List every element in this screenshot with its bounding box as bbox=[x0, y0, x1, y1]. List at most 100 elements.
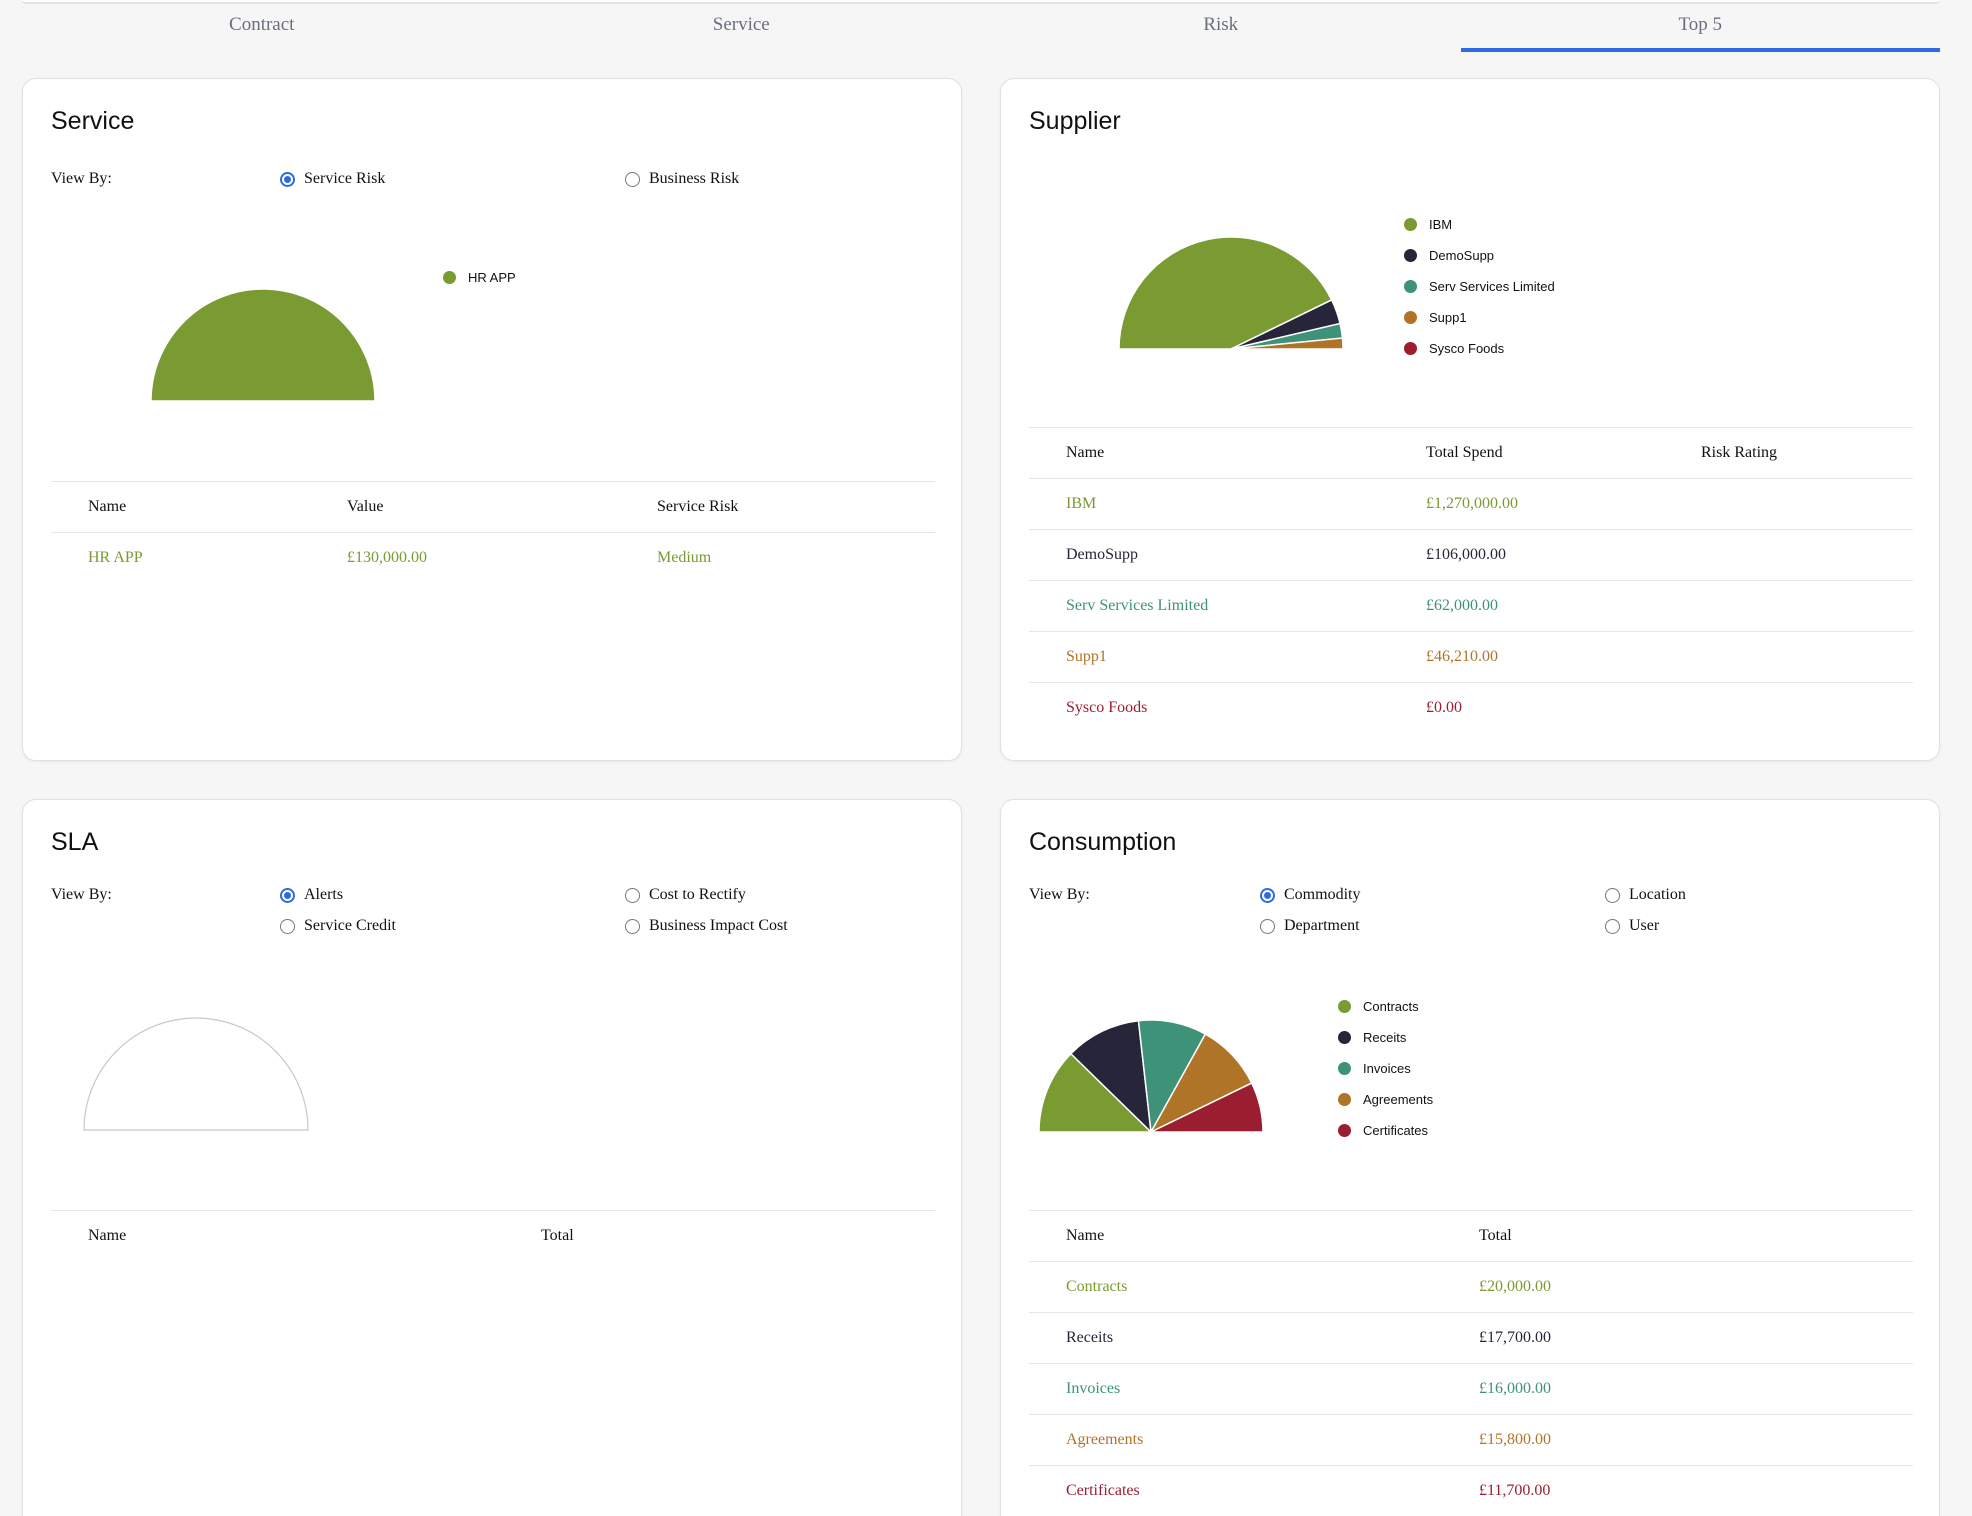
row-total-spend: £1,270,000.00 bbox=[1426, 479, 1701, 530]
location-radio[interactable]: Location bbox=[1605, 886, 1686, 904]
legend-label: IBM bbox=[1429, 217, 1452, 232]
row-value: £130,000.00 bbox=[347, 533, 657, 584]
row-name: DemoSupp bbox=[1029, 530, 1426, 581]
empty-chart-outline bbox=[84, 1018, 308, 1130]
legend-dot-icon bbox=[1404, 280, 1417, 293]
radio-unselected-icon bbox=[625, 888, 640, 903]
alerts-radio[interactable]: Alerts bbox=[280, 886, 343, 904]
legend-dot-icon bbox=[1404, 218, 1417, 231]
legend-item-agreements: Agreements bbox=[1338, 1084, 1433, 1115]
legend-item-ibm: IBM bbox=[1404, 209, 1555, 240]
row-risk-rating bbox=[1701, 581, 1913, 632]
tab-risk[interactable]: Risk bbox=[981, 4, 1461, 52]
sla-half-donut-chart bbox=[76, 1013, 316, 1135]
cost-to-rectify-radio[interactable]: Cost to Rectify bbox=[625, 886, 746, 904]
row-name: Supp1 bbox=[1029, 632, 1426, 683]
row-total-spend: £106,000.00 bbox=[1426, 530, 1701, 581]
legend-item-sysco-foods: Sysco Foods bbox=[1404, 333, 1555, 364]
row-name: Receits bbox=[1029, 1313, 1479, 1364]
row-risk-rating bbox=[1701, 632, 1913, 683]
consumption-half-donut-chart bbox=[1031, 1015, 1271, 1135]
column-header-total: Total bbox=[541, 1211, 935, 1262]
row-name: Agreements bbox=[1029, 1415, 1479, 1466]
legend-dot-icon bbox=[1338, 1093, 1351, 1106]
service-risk-radio[interactable]: Service Risk bbox=[280, 170, 385, 188]
legend-label: Receits bbox=[1363, 1030, 1406, 1045]
radio-unselected-icon bbox=[1605, 888, 1620, 903]
table-row[interactable]: Supp1 £46,210.00 bbox=[1029, 632, 1913, 683]
radio-unselected-icon bbox=[625, 172, 640, 187]
business-impact-cost-radio[interactable]: Business Impact Cost bbox=[625, 917, 788, 935]
legend-label: Agreements bbox=[1363, 1092, 1433, 1107]
radio-unselected-icon bbox=[1260, 919, 1275, 934]
tab-contract[interactable]: Contract bbox=[22, 4, 502, 52]
radio-selected-icon bbox=[1260, 888, 1275, 903]
column-header-risk-rating: Risk Rating bbox=[1701, 428, 1913, 479]
table-row[interactable]: IBM £1,270,000.00 bbox=[1029, 479, 1913, 530]
row-name: Certificates bbox=[1029, 1466, 1479, 1516]
table-row[interactable]: DemoSupp £106,000.00 bbox=[1029, 530, 1913, 581]
service-half-donut-chart bbox=[143, 284, 383, 404]
view-by-label: View By: bbox=[51, 886, 112, 904]
table-row[interactable]: Serv Services Limited £62,000.00 bbox=[1029, 581, 1913, 632]
user-radio[interactable]: User bbox=[1605, 917, 1659, 935]
table-row[interactable]: Sysco Foods £0.00 bbox=[1029, 683, 1913, 734]
row-name: Contracts bbox=[1029, 1262, 1479, 1313]
tab-bar: Contract Service Risk Top 5 bbox=[22, 4, 1940, 52]
table-row[interactable]: Certificates £11,700.00 bbox=[1029, 1466, 1913, 1516]
radio-label: Business Impact Cost bbox=[649, 917, 788, 935]
supplier-card: Supplier IBM DemoSupp Serv Services Limi… bbox=[1000, 78, 1940, 761]
row-total-spend: £62,000.00 bbox=[1426, 581, 1701, 632]
row-total: £17,700.00 bbox=[1479, 1313, 1913, 1364]
radio-label: Commodity bbox=[1284, 886, 1360, 904]
commodity-radio[interactable]: Commodity bbox=[1260, 886, 1360, 904]
legend-label: Contracts bbox=[1363, 999, 1419, 1014]
supplier-half-donut-chart bbox=[1111, 232, 1351, 352]
legend-item-demosupp: DemoSupp bbox=[1404, 240, 1555, 271]
row-name: Sysco Foods bbox=[1029, 683, 1426, 734]
legend-item-certificates: Certificates bbox=[1338, 1115, 1433, 1146]
legend-label: Sysco Foods bbox=[1429, 341, 1504, 356]
row-total-spend: £46,210.00 bbox=[1426, 632, 1701, 683]
service-card-title: Service bbox=[51, 107, 134, 136]
column-header-name: Name bbox=[1029, 428, 1426, 479]
column-header-total: Total bbox=[1479, 1211, 1913, 1262]
table-row[interactable]: Invoices £16,000.00 bbox=[1029, 1364, 1913, 1415]
legend-dot-icon bbox=[1338, 1000, 1351, 1013]
pie-slice-hr-app[interactable] bbox=[151, 289, 375, 401]
legend-item-contracts: Contracts bbox=[1338, 991, 1433, 1022]
supplier-table: Name Total Spend Risk Rating IBM £1,270,… bbox=[1029, 427, 1913, 734]
row-total: £20,000.00 bbox=[1479, 1262, 1913, 1313]
radio-label: Cost to Rectify bbox=[649, 886, 746, 904]
legend-item-serv-services-limited: Serv Services Limited bbox=[1404, 271, 1555, 302]
legend-dot-icon bbox=[1338, 1124, 1351, 1137]
row-name: IBM bbox=[1029, 479, 1426, 530]
tab-top-5[interactable]: Top 5 bbox=[1461, 4, 1941, 52]
row-name: HR APP bbox=[51, 533, 347, 584]
legend-label: Supp1 bbox=[1429, 310, 1467, 325]
column-header-total-spend: Total Spend bbox=[1426, 428, 1701, 479]
row-total: £11,700.00 bbox=[1479, 1466, 1913, 1516]
sla-card-title: SLA bbox=[51, 828, 98, 857]
legend-label: DemoSupp bbox=[1429, 248, 1494, 263]
consumption-table: Name Total Contracts £20,000.00 Receits … bbox=[1029, 1210, 1913, 1516]
service-table: Name Value Service Risk HR APP £130,000.… bbox=[51, 481, 935, 584]
service-credit-radio[interactable]: Service Credit bbox=[280, 917, 396, 935]
radio-label: Service Credit bbox=[304, 917, 396, 935]
legend-label: Certificates bbox=[1363, 1123, 1428, 1138]
tab-service[interactable]: Service bbox=[502, 4, 982, 52]
legend-dot-icon bbox=[1404, 249, 1417, 262]
department-radio[interactable]: Department bbox=[1260, 917, 1360, 935]
consumption-legend: Contracts Receits Invoices Agreements Ce… bbox=[1338, 991, 1433, 1146]
consumption-card: Consumption View By: Commodity Location … bbox=[1000, 799, 1940, 1516]
supplier-table-header: Name Total Spend Risk Rating bbox=[1029, 428, 1913, 479]
service-card: Service View By: Service Risk Business R… bbox=[22, 78, 962, 761]
table-row[interactable]: Contracts £20,000.00 bbox=[1029, 1262, 1913, 1313]
table-row[interactable]: Receits £17,700.00 bbox=[1029, 1313, 1913, 1364]
legend-dot-icon bbox=[1404, 342, 1417, 355]
legend-item-receits: Receits bbox=[1338, 1022, 1433, 1053]
business-risk-radio[interactable]: Business Risk bbox=[625, 170, 739, 188]
table-row[interactable]: Agreements £15,800.00 bbox=[1029, 1415, 1913, 1466]
table-row[interactable]: HR APP £130,000.00 Medium bbox=[51, 533, 935, 584]
row-risk-rating bbox=[1701, 683, 1913, 734]
